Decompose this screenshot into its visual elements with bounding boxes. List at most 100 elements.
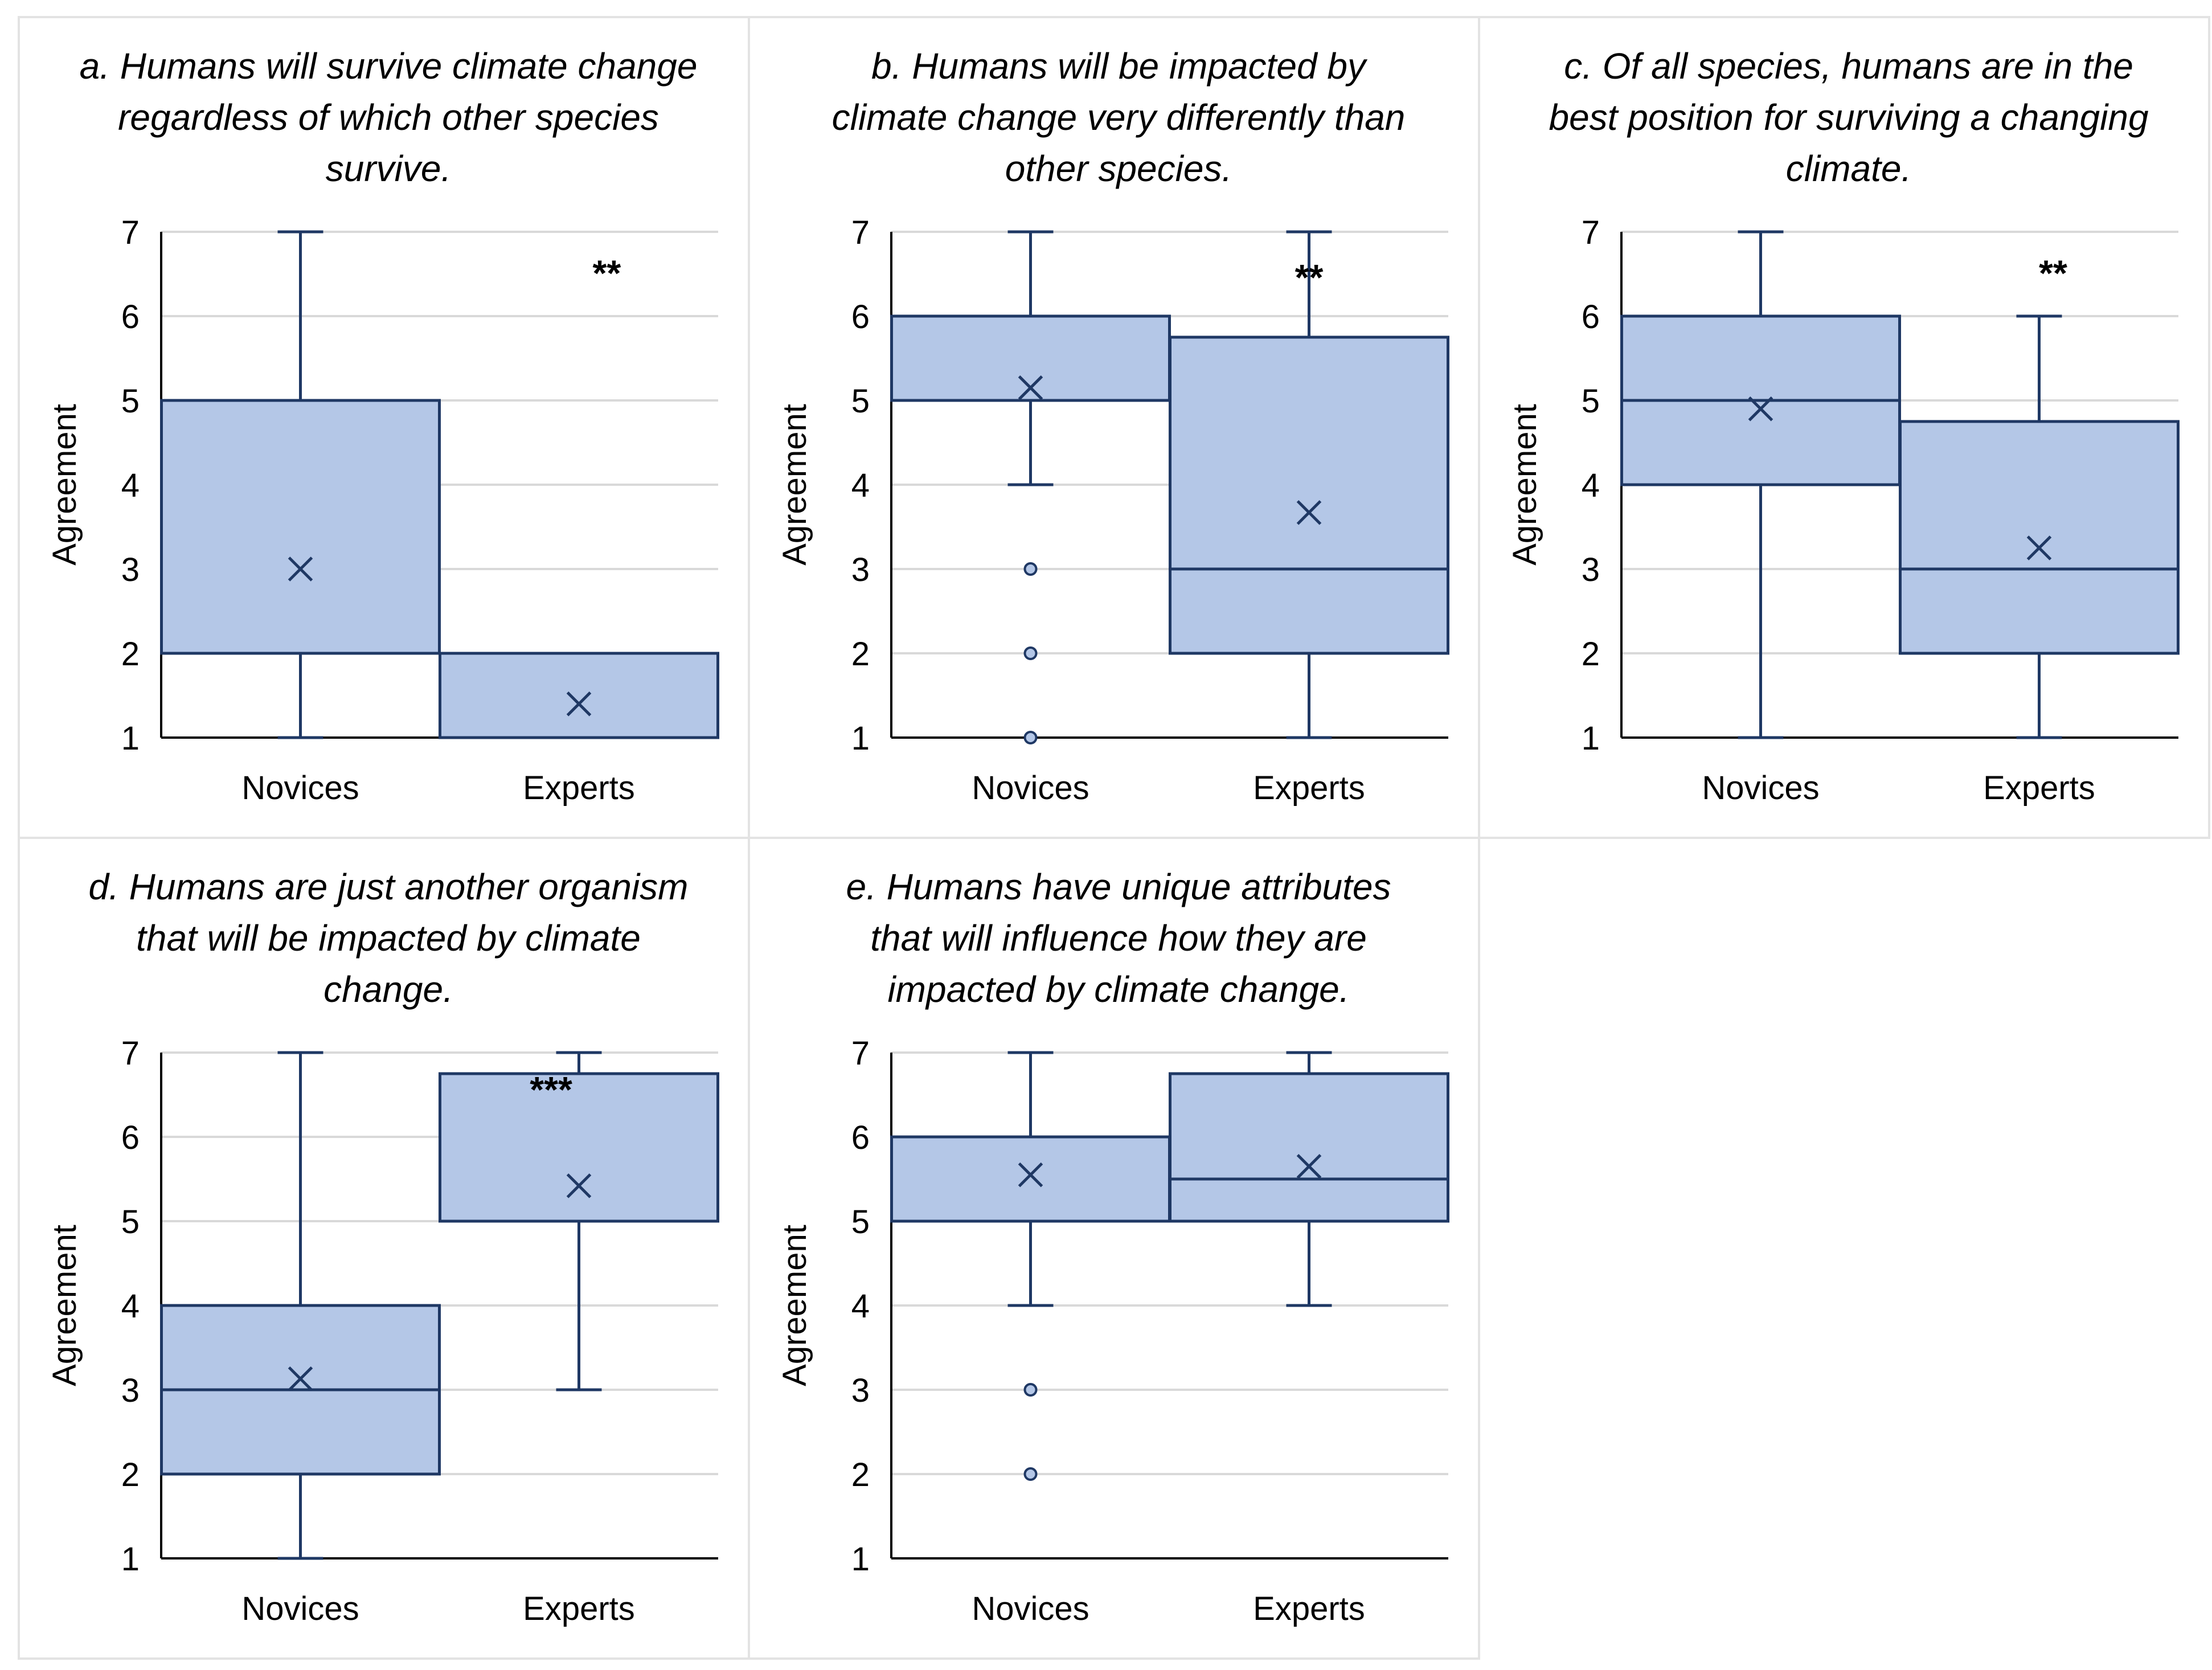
mean-marker-stroke	[288, 1366, 313, 1391]
outlier-point	[1023, 1467, 1038, 1481]
y-tick-label: 5	[851, 383, 870, 420]
y-tick-label: 3	[121, 1372, 140, 1409]
chart-panel-b: b. Humans will be impacted by climate cha…	[776, 46, 1449, 807]
y-tick-label: 5	[121, 383, 140, 420]
outlier-point	[1023, 731, 1038, 744]
y-tick-label: 7	[851, 1035, 870, 1072]
box-novices	[890, 230, 1171, 744]
panel-border-e	[748, 837, 1480, 1660]
y-tick-label: 1	[851, 1541, 870, 1578]
y-tick-label: 1	[851, 720, 870, 757]
mean-marker-stroke	[566, 1173, 592, 1198]
panel-border-d	[18, 837, 750, 1660]
chart-panel-e: e. Humans have unique attributes that wil…	[776, 866, 1449, 1627]
box-novices	[1620, 230, 1901, 739]
box-novices	[160, 1051, 441, 1560]
box-iqr	[890, 1135, 1171, 1223]
panel-border-c	[1478, 16, 2210, 839]
y-tick-label: 6	[851, 1119, 870, 1156]
x-tick-label: Experts	[1983, 769, 2095, 807]
x-tick-label: Novices	[972, 1590, 1089, 1627]
mean-marker	[1018, 1162, 1043, 1188]
y-tick-label: 2	[121, 636, 140, 673]
outlier-point	[1023, 646, 1038, 660]
box-experts	[1169, 230, 1449, 739]
y-axis-label: Agreement	[776, 1225, 813, 1386]
y-tick-label: 4	[1582, 467, 1600, 504]
y-tick-label: 2	[851, 636, 870, 673]
box-iqr	[439, 1072, 719, 1223]
y-tick-label: 3	[1582, 551, 1600, 588]
y-tick-label: 2	[1582, 636, 1600, 673]
chart-title-line: survive.	[326, 148, 452, 189]
mean-marker-stroke	[566, 691, 592, 717]
x-tick-label: Novices	[241, 769, 359, 807]
y-tick-label: 5	[121, 1204, 140, 1241]
y-tick-label: 4	[851, 467, 870, 504]
y-axis-label: Agreement	[1506, 404, 1543, 566]
chart-title-line: climate.	[1786, 148, 1912, 189]
y-tick-label: 7	[1582, 214, 1600, 251]
y-tick-label: 5	[1582, 383, 1600, 420]
box-experts	[1169, 1051, 1449, 1307]
y-tick-label: 1	[121, 1541, 140, 1578]
chart-title-line: b. Humans will be impacted by	[871, 46, 1368, 87]
mean-marker-stroke	[1748, 396, 1773, 421]
y-tick-label: 3	[851, 1372, 870, 1409]
x-tick-label: Experts	[1253, 769, 1365, 807]
box-experts	[439, 1051, 719, 1391]
y-tick-label: 3	[121, 551, 140, 588]
y-tick-label: 4	[851, 1288, 870, 1325]
chart-title-line: impacted by climate change.	[887, 969, 1349, 1010]
mean-marker-stroke	[1296, 500, 1322, 525]
mean-marker	[1296, 1154, 1322, 1179]
chart-title-line: a. Humans will survive climate change	[80, 46, 698, 87]
y-axis-label: Agreement	[46, 404, 83, 566]
chart-panel-a: a. Humans will survive climate change reg…	[46, 46, 719, 807]
chart-title-line: climate change very differently than	[832, 97, 1406, 138]
y-tick-label: 1	[1582, 720, 1600, 757]
mean-marker-stroke	[288, 556, 313, 582]
significance-marker: **	[592, 253, 621, 294]
chart-title-line: c. Of all species, humans are in the	[1564, 46, 2133, 87]
mean-marker	[288, 556, 313, 582]
chart-title-line: that will influence how they are	[870, 918, 1367, 959]
significance-marker: **	[2039, 253, 2067, 294]
y-tick-label: 6	[851, 298, 870, 335]
mean-marker	[1018, 375, 1043, 400]
x-tick-label: Experts	[1253, 1590, 1365, 1627]
chart-title-line: other species.	[1005, 148, 1232, 189]
chart-title-line: that will be impacted by climate	[136, 918, 641, 959]
mean-marker-stroke	[1018, 375, 1043, 400]
mean-marker	[2026, 535, 2052, 560]
mean-marker-stroke	[1018, 1162, 1043, 1188]
x-tick-label: Experts	[523, 1590, 635, 1627]
box-iqr	[1169, 335, 1449, 655]
box-iqr	[160, 399, 441, 655]
y-tick-label: 4	[121, 467, 140, 504]
y-tick-label: 6	[121, 298, 140, 335]
mean-marker	[1748, 396, 1773, 421]
mean-marker-stroke	[2026, 535, 2052, 560]
y-axis-label: Agreement	[776, 404, 813, 566]
y-tick-label: 3	[851, 551, 870, 588]
x-tick-label: Novices	[241, 1590, 359, 1627]
outlier-point	[1023, 1383, 1038, 1397]
chart-title-line: best position for surviving a changing	[1549, 97, 2148, 138]
significance-marker: ***	[530, 1069, 572, 1110]
mean-marker	[1296, 500, 1322, 525]
box-iqr	[1169, 1072, 1449, 1223]
chart-title-line: e. Humans have unique attributes	[846, 866, 1391, 907]
y-tick-label: 7	[121, 214, 140, 251]
x-tick-label: Experts	[523, 769, 635, 807]
box-iqr	[439, 652, 719, 739]
mean-marker-stroke	[1296, 1154, 1322, 1179]
y-tick-label: 7	[851, 214, 870, 251]
x-tick-label: Novices	[972, 769, 1089, 807]
y-tick-label: 2	[121, 1456, 140, 1493]
box-novices	[160, 230, 441, 739]
box-experts	[1899, 314, 2180, 739]
y-tick-label: 2	[851, 1456, 870, 1493]
x-tick-label: Novices	[1702, 769, 1819, 807]
